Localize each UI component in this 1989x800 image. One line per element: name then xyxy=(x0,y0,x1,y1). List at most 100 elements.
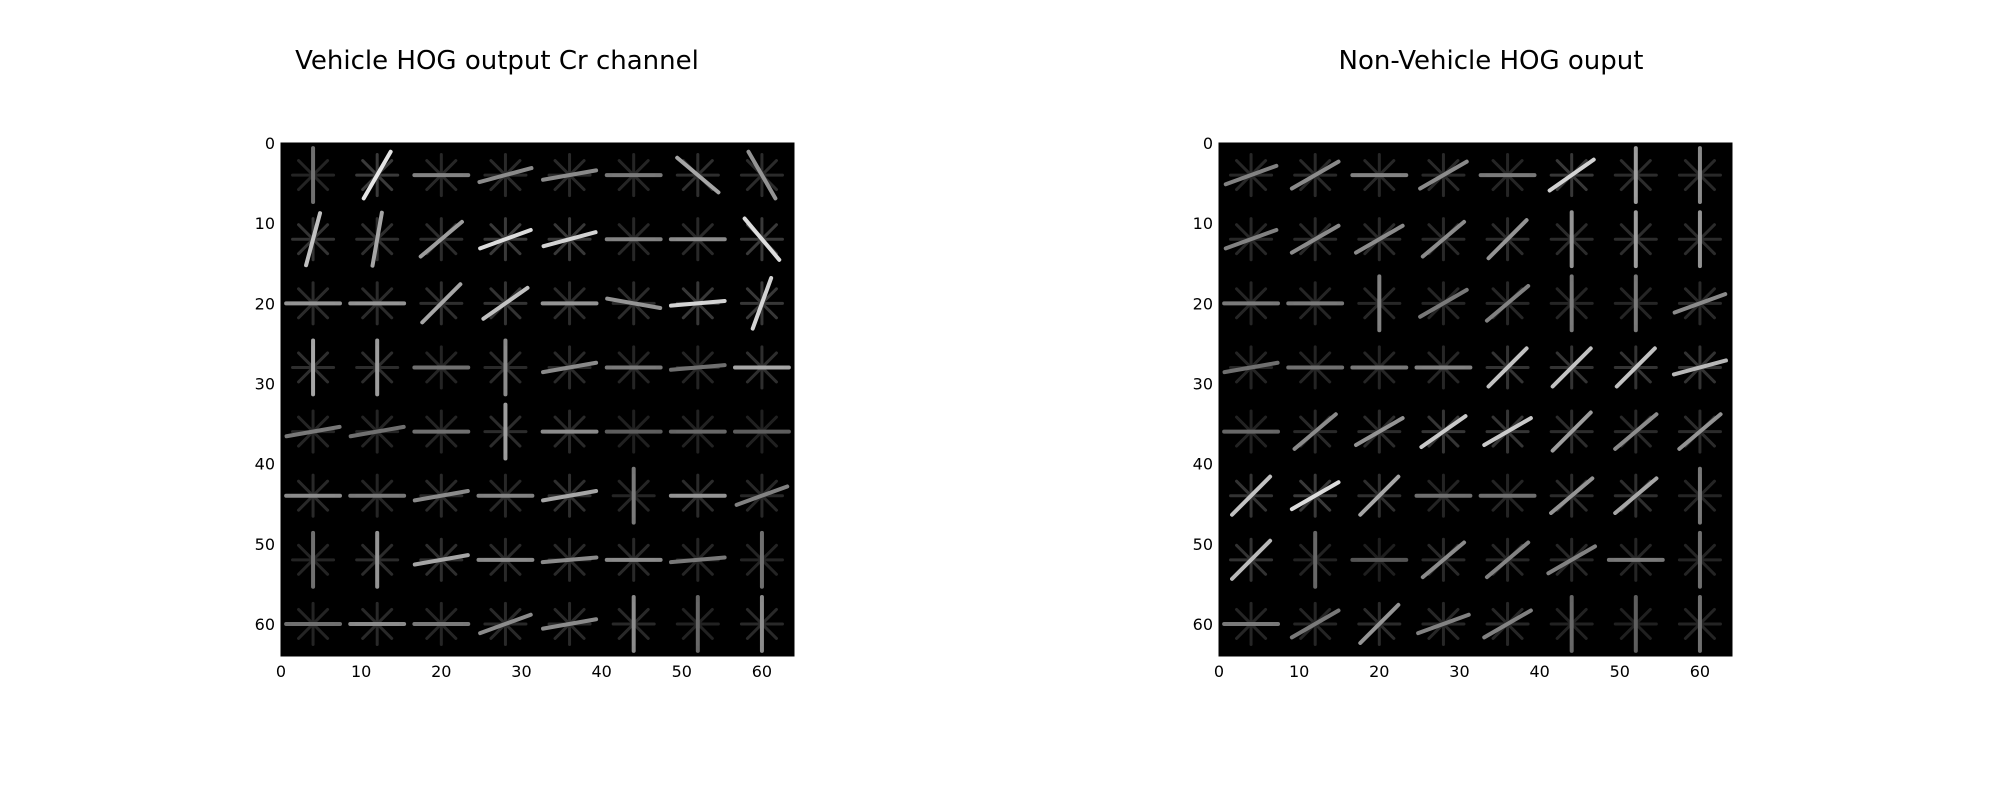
hog-cell xyxy=(291,211,336,268)
hog-cell xyxy=(291,338,336,397)
hog-cell xyxy=(540,537,599,582)
hog-cell xyxy=(668,345,727,390)
hog-cell xyxy=(1549,345,1594,390)
hog-cell xyxy=(1350,153,1409,198)
hog-cell xyxy=(1547,153,1596,198)
hog-cell xyxy=(1677,595,1722,653)
hog-cell xyxy=(611,466,656,525)
hog-cell xyxy=(541,217,598,262)
hog-cell xyxy=(739,595,784,653)
hog-cell xyxy=(733,409,791,454)
x-tick-label: 10 xyxy=(1289,662,1309,681)
hog-cell xyxy=(1292,409,1338,454)
hog-cell xyxy=(1222,281,1280,326)
x-tick-label: 0 xyxy=(276,662,286,681)
hog-cell xyxy=(1549,210,1594,269)
hog-cell xyxy=(604,345,663,390)
hog-cell xyxy=(1546,537,1598,582)
x-tick-label: 40 xyxy=(591,662,611,681)
non-vehicle-hog-chart: 0 10 20 30 40 50 60 0 10 20 30 40 50 60 xyxy=(1193,134,1733,681)
hog-cell xyxy=(605,281,663,326)
y-tick-label: 50 xyxy=(1193,535,1213,554)
hog-cell xyxy=(477,153,534,198)
hog-cell xyxy=(668,217,727,262)
non-vehicle-hog-panel: Non-Vehicle HOG ouput 0 10 20 30 40 50 60 0 10 20… xyxy=(994,0,1988,800)
hog-cell xyxy=(1414,473,1473,518)
hog-cell xyxy=(1613,210,1658,269)
hog-cell xyxy=(1350,537,1409,582)
hog-cell xyxy=(675,595,720,653)
hog-cell xyxy=(739,216,784,262)
hog-cell xyxy=(348,601,407,646)
hog-cell xyxy=(1549,274,1594,333)
hog-cell xyxy=(1286,281,1345,326)
hog-cell xyxy=(1613,473,1659,518)
hog-cell xyxy=(348,473,407,518)
hog-cell xyxy=(1229,537,1274,582)
hog-cell xyxy=(481,281,530,326)
hog-cell xyxy=(1418,153,1469,198)
hog-cell xyxy=(1478,153,1537,198)
hog-cell xyxy=(668,281,727,326)
hog-cell xyxy=(611,595,656,653)
y-tick-label: 20 xyxy=(1193,294,1213,313)
hog-cell xyxy=(541,601,599,646)
hog-cell xyxy=(1289,153,1341,198)
hog-cell xyxy=(1223,153,1279,198)
hog-cell xyxy=(1613,409,1659,454)
hog-cell xyxy=(412,345,471,390)
hog-cell xyxy=(733,345,791,390)
hog-cell xyxy=(541,473,599,518)
hog-cell xyxy=(476,537,535,582)
y-tick-label: 20 xyxy=(255,294,275,313)
x-tick-label: 10 xyxy=(351,662,371,681)
heatmap-background xyxy=(281,143,794,656)
hog-cell xyxy=(412,473,470,518)
y-tick-label: 60 xyxy=(1193,615,1213,634)
hog-cell xyxy=(668,409,727,454)
hog-cell xyxy=(1418,281,1469,326)
y-tick-label: 40 xyxy=(1193,455,1213,474)
y-tick-label: 30 xyxy=(1193,374,1213,393)
hog-cell xyxy=(739,530,784,589)
hog-cell xyxy=(1357,473,1402,518)
hog-cell xyxy=(1549,473,1595,518)
y-tick-label: 30 xyxy=(255,374,275,393)
hog-cell xyxy=(668,473,727,518)
hog-cell xyxy=(1419,409,1468,454)
hog-cell xyxy=(1420,537,1467,582)
hog-cell xyxy=(604,217,663,262)
hog-cell xyxy=(1289,473,1341,518)
hog-cell xyxy=(1613,146,1658,204)
hog-cell xyxy=(348,281,407,326)
hog-cell xyxy=(348,409,406,454)
hog-cell xyxy=(668,537,727,582)
x-tick-label: 60 xyxy=(752,662,772,681)
x-tick-label: 40 xyxy=(1529,662,1549,681)
y-tick-label: 60 xyxy=(255,615,275,634)
y-tick-label: 40 xyxy=(255,455,275,474)
heatmap-background xyxy=(1219,143,1732,656)
x-tick-label: 20 xyxy=(431,662,451,681)
hog-cell xyxy=(476,473,535,518)
hog-cell xyxy=(355,338,400,397)
hog-cell xyxy=(478,217,533,262)
hog-cell xyxy=(412,409,471,454)
x-tick-label: 0 xyxy=(1214,662,1224,681)
hog-cell xyxy=(1613,274,1658,333)
hog-cell xyxy=(1677,530,1722,589)
hog-cell xyxy=(355,530,400,589)
hog-cell xyxy=(418,217,464,262)
x-tick-label: 50 xyxy=(672,662,692,681)
hog-cell xyxy=(1485,217,1530,262)
hog-cell xyxy=(291,530,336,589)
hog-cell xyxy=(1672,281,1728,326)
axes-frame xyxy=(280,142,795,657)
hog-cell xyxy=(1293,530,1338,589)
hog-cell xyxy=(739,149,784,201)
hog-cell xyxy=(1478,473,1537,518)
hog-cell xyxy=(355,149,400,201)
hog-cell xyxy=(1223,217,1279,262)
hog-cell xyxy=(1606,537,1665,582)
hog-cell xyxy=(412,537,470,582)
